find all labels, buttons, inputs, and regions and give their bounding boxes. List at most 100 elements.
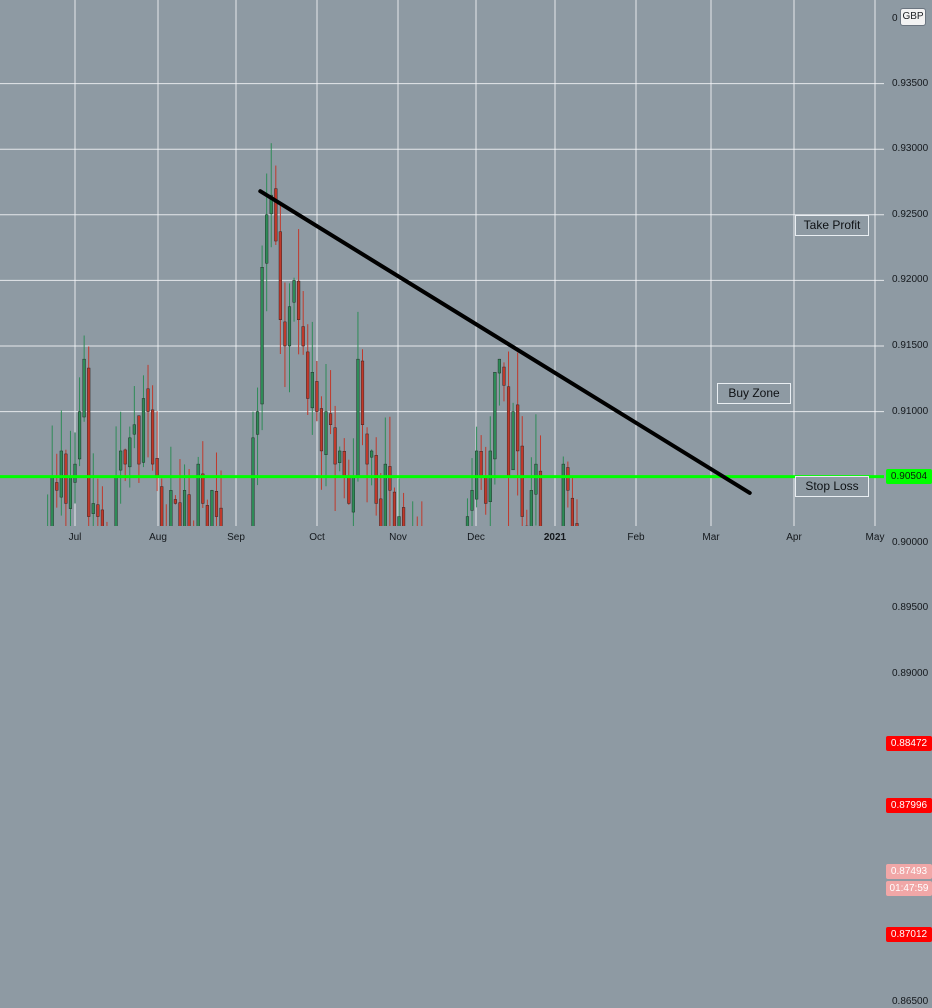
candle xyxy=(78,411,82,460)
candle xyxy=(146,388,150,412)
candle xyxy=(379,498,383,526)
candle xyxy=(570,497,574,526)
price-tick-label: 0.89500 xyxy=(892,602,929,614)
candle xyxy=(178,502,182,526)
candle xyxy=(182,490,187,526)
candle xyxy=(538,470,543,526)
candle xyxy=(292,280,296,303)
price-tick-label: 0.91500 xyxy=(892,340,929,351)
buy-zone-label[interactable]: Buy Zone xyxy=(717,383,791,404)
candle xyxy=(68,477,73,509)
candle xyxy=(470,490,474,511)
candle xyxy=(306,351,310,399)
bar-countdown: 01:47:59 xyxy=(886,880,932,896)
price-tick-label: 0.92000 xyxy=(892,274,929,286)
candle xyxy=(310,372,314,409)
candle xyxy=(328,413,333,425)
candle xyxy=(187,494,191,526)
candle xyxy=(506,386,511,478)
time-tick-label: Jul xyxy=(68,532,82,543)
candle xyxy=(87,367,91,517)
time-tick-label: Aug xyxy=(149,532,167,543)
candle xyxy=(338,450,342,463)
candle xyxy=(319,408,324,452)
candle xyxy=(219,507,223,526)
price-tick-label: 0.89000 xyxy=(892,668,929,679)
candle xyxy=(333,427,337,465)
price-tick-label: 0.86500 xyxy=(892,996,929,1007)
price-tick-label: 0.90000 xyxy=(892,536,929,548)
candle xyxy=(360,360,365,425)
time-tick-label: Dec xyxy=(467,532,485,543)
candle xyxy=(151,409,155,465)
time-axis[interactable]: Jul Aug Sep Oct Nov Dec 2021 Feb Mar Apr May xyxy=(0,526,885,550)
candle xyxy=(91,503,95,514)
candle xyxy=(529,490,533,526)
candle xyxy=(260,267,264,405)
candle xyxy=(55,482,59,491)
candle xyxy=(160,486,164,526)
candle xyxy=(128,437,132,468)
candle xyxy=(342,451,346,478)
time-tick-label: Oct xyxy=(309,532,325,543)
candle xyxy=(210,490,214,526)
candle xyxy=(155,458,159,478)
candle xyxy=(502,366,506,386)
candle xyxy=(265,214,269,264)
candle xyxy=(283,321,287,347)
candle xyxy=(297,280,301,320)
candle xyxy=(370,450,374,458)
candle xyxy=(274,188,278,242)
candle xyxy=(255,411,260,435)
candle xyxy=(511,411,515,471)
time-tick-label: Sep xyxy=(227,532,245,543)
candle xyxy=(123,449,127,465)
candle xyxy=(287,306,292,347)
stop-loss-label[interactable]: Stop Loss xyxy=(795,476,869,497)
candle xyxy=(575,523,579,526)
candle xyxy=(96,504,100,517)
candle xyxy=(119,450,123,471)
candle xyxy=(493,372,497,460)
price-tick-label: 0.93500 xyxy=(892,77,929,89)
candle xyxy=(388,466,392,491)
candle xyxy=(365,433,369,465)
candle xyxy=(324,411,328,455)
price-tick-label: 0.93000 xyxy=(892,143,929,155)
candle xyxy=(383,463,387,526)
currency-button[interactable]: GBP xyxy=(900,8,926,26)
candle xyxy=(214,491,219,517)
candle xyxy=(374,455,378,504)
buy-zone-lower-price-tag: 0.87996 xyxy=(886,798,932,814)
candle xyxy=(169,490,173,526)
candle xyxy=(520,445,524,517)
candle xyxy=(301,326,305,347)
stop-loss-price-tag: 0.87012 xyxy=(886,927,932,943)
candle xyxy=(484,476,488,504)
candle xyxy=(402,507,406,526)
candle xyxy=(73,463,77,483)
candle xyxy=(141,398,146,463)
take-profit-label[interactable]: Take Profit xyxy=(795,215,869,236)
candle xyxy=(82,358,86,418)
candle xyxy=(347,476,351,504)
time-tick-label: Mar xyxy=(702,532,720,543)
upper-trendline[interactable] xyxy=(258,189,752,495)
candle xyxy=(479,451,483,478)
candle xyxy=(475,450,479,500)
price-chart[interactable] xyxy=(0,0,884,526)
price-axis[interactable]: 0.93500 0.93000 0.92500 0.92000 0.91500 0.910… xyxy=(884,0,932,1007)
candle xyxy=(397,516,401,526)
plot-background xyxy=(0,0,884,526)
candle xyxy=(205,505,209,526)
take-profit-price-tag: 0.90504 xyxy=(886,469,932,485)
price-tick-label: 0.91000 xyxy=(892,405,929,417)
candle xyxy=(196,463,200,526)
candle xyxy=(269,194,273,215)
candle xyxy=(201,473,205,504)
candle xyxy=(465,516,470,526)
candle xyxy=(534,463,538,495)
candle xyxy=(114,477,118,526)
candle xyxy=(137,415,141,465)
time-tick-label: 2021 xyxy=(543,532,567,543)
